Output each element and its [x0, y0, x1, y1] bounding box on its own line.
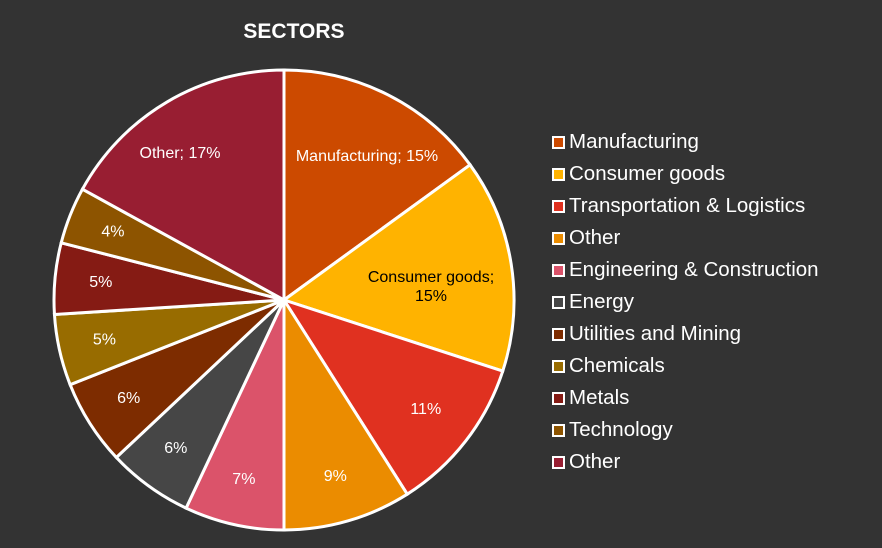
legend-label: Other	[569, 450, 621, 473]
data-label: 9%	[324, 468, 347, 485]
pie-chart: Manufacturing; 15% Consumer goods; 15% 11% 9…	[52, 68, 516, 532]
legend-swatch	[552, 391, 565, 405]
legend: Manufacturing Consumer goods Transportatio…	[552, 126, 819, 478]
data-label: 7%	[232, 471, 255, 488]
pie-slice	[184, 299, 286, 532]
data-label: 5%	[89, 274, 112, 291]
data-label: 6%	[164, 440, 187, 457]
legend-swatch	[552, 455, 565, 469]
legend-item: Other	[552, 222, 819, 254]
legend-swatch	[552, 263, 565, 277]
legend-item: Energy	[552, 286, 819, 318]
legend-label: Other	[569, 226, 621, 249]
legend-item: Metals	[552, 382, 819, 414]
legend-label: Metals	[569, 386, 630, 409]
legend-swatch	[552, 359, 565, 373]
legend-label: Engineering & Construction	[569, 258, 819, 281]
pie-slice	[280, 297, 505, 497]
legend-label: Consumer goods	[569, 162, 726, 185]
legend-label: Energy	[569, 290, 634, 313]
data-label: Manufacturing; 15%	[296, 148, 438, 165]
legend-item: Engineering & Construction	[552, 254, 819, 286]
legend-item: Chemicals	[552, 350, 819, 382]
legend-label: Transportation & Logistics	[569, 194, 806, 217]
legend-swatch	[552, 423, 565, 437]
legend-swatch	[552, 135, 565, 149]
legend-swatch	[552, 295, 565, 309]
legend-item: Utilities and Mining	[552, 318, 819, 350]
pie-slice	[280, 162, 516, 373]
legend-item: Technology	[552, 414, 819, 446]
legend-label: Chemicals	[569, 354, 665, 377]
pie-slice	[80, 68, 286, 303]
data-label: 4%	[101, 223, 124, 240]
legend-label: Technology	[569, 418, 673, 441]
legend-item: Transportation & Logistics	[552, 190, 819, 222]
data-label: Consumer goods; 15%	[368, 269, 494, 305]
pie-slice	[282, 68, 473, 303]
legend-label: Manufacturing	[569, 130, 699, 153]
legend-swatch	[552, 231, 565, 245]
pie-slice	[282, 294, 410, 532]
data-label: 11%	[410, 401, 441, 418]
data-label: 5%	[93, 331, 116, 348]
legend-item: Manufacturing	[552, 126, 819, 158]
data-label: 6%	[117, 390, 140, 407]
legend-label: Utilities and Mining	[569, 322, 742, 345]
data-label: Other; 17%	[140, 145, 221, 162]
legend-swatch	[552, 327, 565, 341]
legend-swatch	[552, 167, 565, 181]
legend-swatch	[552, 199, 565, 213]
chart-title: SECTORS	[243, 20, 345, 43]
legend-item: Consumer goods	[552, 158, 819, 190]
legend-item: Other	[552, 446, 819, 478]
